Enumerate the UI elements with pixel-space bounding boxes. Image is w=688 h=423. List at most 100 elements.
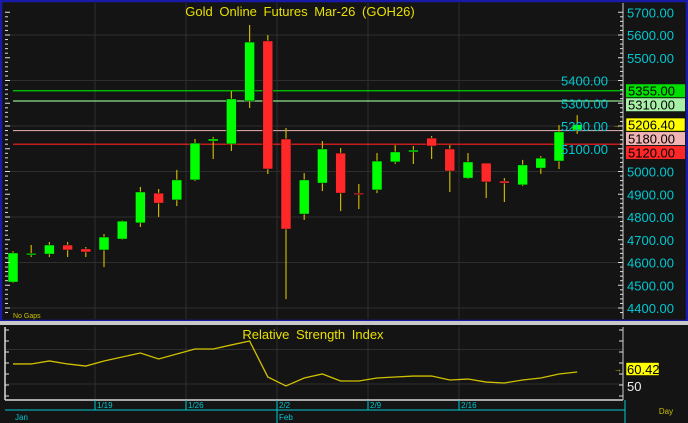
price-axis[interactable]: 5700.00 5600.00 5500.00 5400.00 5300.00 5200.…: [5, 5, 674, 316]
last-price-arrow-icon: →: [613, 121, 621, 130]
candle: [44, 242, 55, 258]
candle: [80, 247, 92, 258]
price-level-tag: [626, 132, 685, 146]
rsi-value-arrow-icon: →: [614, 365, 622, 374]
candle: [335, 148, 346, 212]
candles[interactable]: [7, 24, 583, 300]
last-price-label: 5206.40: [628, 118, 675, 133]
candle-body: [462, 161, 474, 179]
price-level-tag: [626, 146, 685, 160]
period-label[interactable]: Day: [659, 407, 673, 416]
price-axis-label: 5100.00: [561, 142, 608, 157]
candle-body: [98, 236, 110, 251]
candle-body: [262, 40, 274, 170]
candle: [171, 169, 183, 207]
panel-divider[interactable]: [0, 321, 688, 325]
price-axis-label: 5000.00: [627, 165, 674, 180]
date-label: 2/16: [461, 401, 477, 410]
candle: [153, 189, 164, 217]
date-axis[interactable]: 1/19 1/26 2/2 2/9 2/16 Jan Feb: [15, 400, 477, 423]
candle: [462, 153, 474, 180]
candle-body: [298, 179, 310, 215]
candle-body: [553, 131, 565, 162]
candle: [444, 145, 456, 192]
price-level-label: 5180.00: [628, 132, 675, 147]
candle: [480, 162, 492, 199]
candle-body: [426, 137, 437, 147]
candle: [389, 145, 401, 164]
price-axis-label: 5400.00: [561, 74, 608, 89]
candle-body: [135, 191, 146, 224]
candle-body: [371, 160, 383, 191]
candle: [244, 24, 255, 109]
price-axis-label: 4700.00: [627, 233, 674, 248]
candle: [207, 136, 219, 159]
candle-body: [171, 179, 183, 201]
month-label: Feb: [279, 413, 293, 422]
price-level-tag: [626, 84, 685, 98]
rsi-title: Relative Strength Index: [242, 327, 384, 342]
candle-body: [317, 148, 328, 184]
price-levels: [13, 90, 623, 145]
candle-body: [499, 180, 510, 184]
candle: [571, 115, 583, 134]
candle-body: [189, 142, 201, 181]
rsi-axis[interactable]: → 60.42 50: [5, 329, 660, 397]
candle: [535, 156, 547, 175]
candle: [280, 128, 292, 300]
candle: [353, 184, 365, 210]
rsi-line: [13, 340, 578, 387]
rsi-grid: [5, 327, 623, 400]
candle: [116, 220, 128, 240]
date-label: 2/9: [370, 401, 382, 410]
price-axis-label: 4800.00: [627, 210, 674, 225]
candle-body: [226, 98, 237, 145]
chart-title: Gold Online Futures Mar-26 (GOH26): [185, 4, 414, 19]
price-level-label: 5355.00: [628, 84, 675, 99]
rsi-value-tag: [625, 362, 660, 376]
candle-body: [25, 253, 37, 256]
last-price-tag: [625, 117, 686, 132]
candle-body: [408, 149, 419, 153]
candle-body: [244, 41, 255, 102]
candle-body: [335, 152, 346, 194]
candle: [135, 186, 146, 228]
rsi-axis-label: 50: [627, 379, 641, 394]
price-axis-label: 4500.00: [627, 278, 674, 293]
candle-body: [80, 248, 92, 253]
price-axis-label: 5600.00: [627, 28, 674, 43]
rsi-value-label: 60.42: [627, 362, 660, 377]
candle-body: [62, 244, 73, 251]
candle: [408, 146, 419, 164]
candle: [7, 251, 19, 283]
price-axis-label: 5200.00: [561, 119, 608, 134]
candle: [499, 178, 510, 202]
price-axis-label: 5300.00: [561, 96, 608, 111]
candle-body: [280, 138, 292, 230]
rsi-panel-bg: [0, 325, 688, 423]
candle: [262, 35, 274, 175]
candle-body: [207, 138, 219, 142]
candle: [371, 153, 383, 194]
date-label: 2/2: [279, 401, 291, 410]
date-label: 1/26: [188, 401, 204, 410]
price-axis-label: 4600.00: [627, 256, 674, 271]
candle-body: [535, 157, 547, 169]
month-label: Jan: [15, 413, 28, 422]
candle: [62, 242, 73, 258]
candle-body: [44, 244, 55, 255]
candle-body: [116, 220, 128, 240]
candle-body: [517, 164, 528, 186]
candle: [25, 244, 37, 258]
candle: [189, 138, 201, 182]
price-axis-label: 5700.00: [627, 5, 674, 20]
candle: [298, 173, 310, 220]
candle-body: [389, 151, 401, 163]
candle: [426, 136, 437, 159]
candle-body: [7, 252, 19, 283]
candle: [553, 125, 565, 169]
price-level-label: 5310.00: [628, 98, 675, 113]
price-axis-label: 5500.00: [627, 51, 674, 66]
